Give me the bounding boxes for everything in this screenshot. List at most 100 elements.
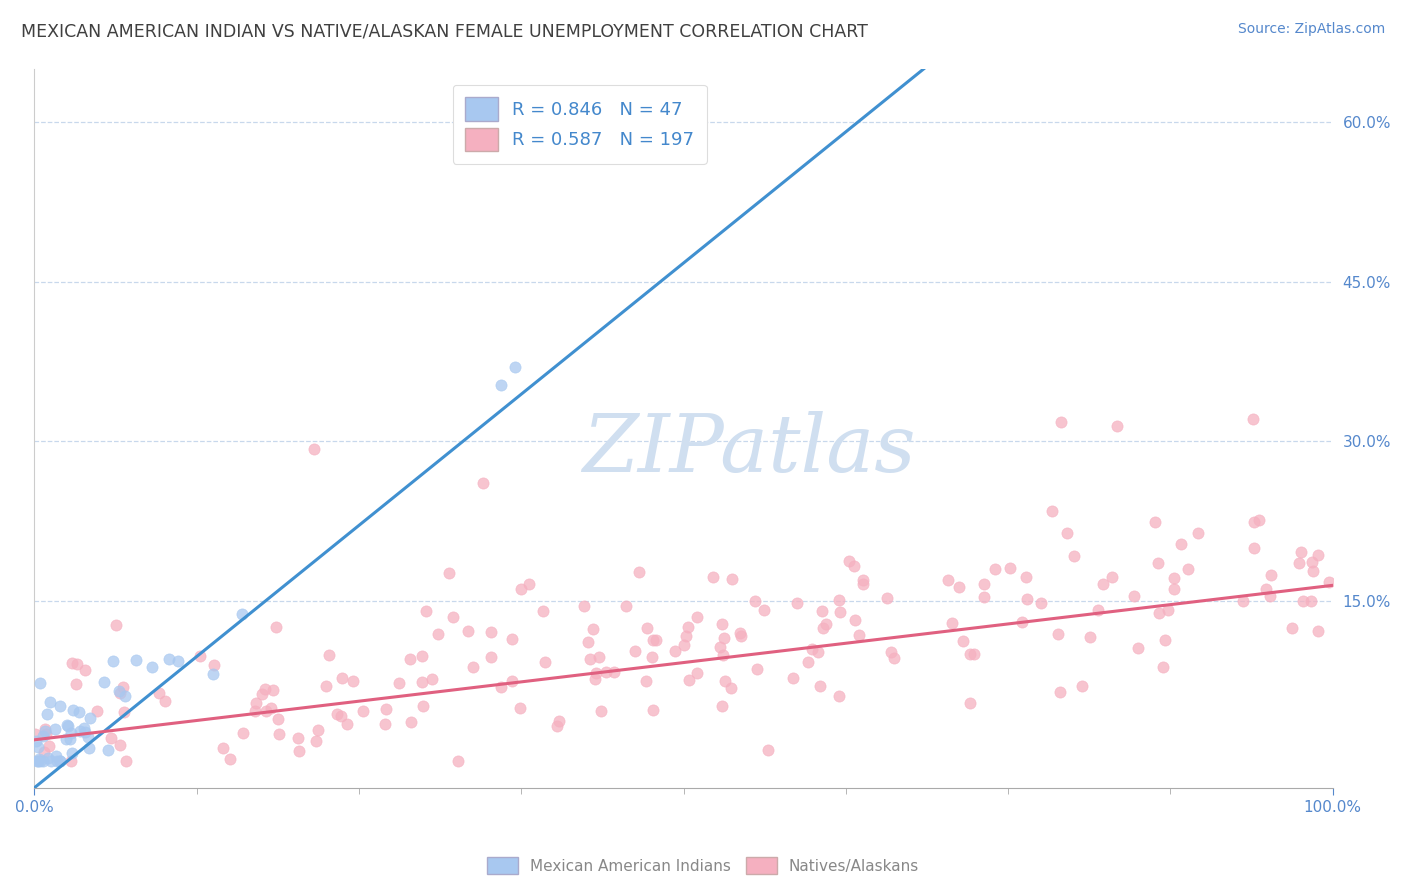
Point xyxy=(728,625,751,640)
Point xyxy=(34,724,56,739)
Point xyxy=(398,652,420,666)
Point xyxy=(59,731,82,746)
Point xyxy=(342,674,364,689)
Point xyxy=(30,754,52,768)
Point xyxy=(60,726,83,740)
Point xyxy=(1015,592,1038,607)
Point xyxy=(1292,593,1315,607)
Point xyxy=(595,665,617,680)
Point xyxy=(814,617,837,632)
Point xyxy=(1241,412,1264,426)
Point xyxy=(202,657,225,672)
Point xyxy=(25,754,48,768)
Point xyxy=(75,724,97,739)
Point xyxy=(104,617,127,632)
Point xyxy=(1260,589,1282,603)
Point xyxy=(260,701,283,715)
Point xyxy=(1288,556,1310,570)
Point xyxy=(962,647,984,661)
Point xyxy=(39,695,62,709)
Point xyxy=(374,702,396,716)
Point xyxy=(1091,576,1114,591)
Point xyxy=(673,638,696,652)
Point xyxy=(250,687,273,701)
Point xyxy=(201,667,224,681)
Point xyxy=(548,714,571,728)
Point xyxy=(411,648,433,663)
Point xyxy=(308,723,330,737)
Point xyxy=(399,714,422,729)
Point xyxy=(634,674,657,689)
Point xyxy=(125,652,148,666)
Point xyxy=(48,754,70,768)
Point xyxy=(1306,624,1329,638)
Point xyxy=(79,711,101,725)
Point xyxy=(388,676,411,690)
Point xyxy=(267,727,290,741)
Text: ZIPatlas: ZIPatlas xyxy=(582,411,915,489)
Point xyxy=(623,644,645,658)
Point xyxy=(49,754,72,768)
Point xyxy=(288,744,311,758)
Point xyxy=(1308,548,1330,562)
Point xyxy=(157,652,180,666)
Point xyxy=(65,677,87,691)
Point xyxy=(115,754,138,768)
Point xyxy=(851,573,873,587)
Point xyxy=(1049,685,1071,699)
Point xyxy=(1260,568,1282,582)
Point xyxy=(325,707,347,722)
Point xyxy=(256,704,278,718)
Point xyxy=(1063,549,1085,563)
Point xyxy=(1126,640,1149,655)
Point xyxy=(141,660,163,674)
Point xyxy=(782,671,804,685)
Point xyxy=(69,723,91,738)
Point xyxy=(883,651,905,665)
Point xyxy=(1232,594,1254,608)
Point xyxy=(1049,415,1071,429)
Point xyxy=(427,627,450,641)
Point xyxy=(31,729,53,743)
Point xyxy=(336,716,359,731)
Point xyxy=(1147,556,1170,570)
Point xyxy=(713,631,735,645)
Point xyxy=(479,625,502,640)
Point xyxy=(1157,603,1180,617)
Point xyxy=(830,605,852,619)
Point xyxy=(959,696,981,710)
Point xyxy=(30,676,52,690)
Point xyxy=(585,666,607,681)
Point xyxy=(46,754,69,768)
Point xyxy=(838,554,860,568)
Point xyxy=(287,731,309,745)
Point xyxy=(302,442,325,457)
Point xyxy=(603,665,626,680)
Point xyxy=(517,577,540,591)
Point xyxy=(1147,606,1170,620)
Point xyxy=(1281,622,1303,636)
Point xyxy=(998,561,1021,575)
Point xyxy=(807,645,830,659)
Point xyxy=(628,565,651,579)
Point xyxy=(720,681,742,695)
Point xyxy=(315,679,337,693)
Point xyxy=(446,754,468,768)
Point xyxy=(1011,615,1033,629)
Point xyxy=(49,699,72,714)
Point xyxy=(984,562,1007,576)
Point xyxy=(952,633,974,648)
Point xyxy=(39,754,62,768)
Point xyxy=(973,576,995,591)
Point xyxy=(1047,627,1070,641)
Point xyxy=(374,717,396,731)
Point xyxy=(1029,596,1052,610)
Point xyxy=(305,734,328,748)
Point xyxy=(828,689,851,703)
Point xyxy=(56,719,79,733)
Point xyxy=(100,731,122,745)
Point xyxy=(471,475,494,490)
Point xyxy=(108,683,131,698)
Legend: Mexican American Indians, Natives/Alaskans: Mexican American Indians, Natives/Alaska… xyxy=(481,851,925,880)
Point xyxy=(1256,582,1278,596)
